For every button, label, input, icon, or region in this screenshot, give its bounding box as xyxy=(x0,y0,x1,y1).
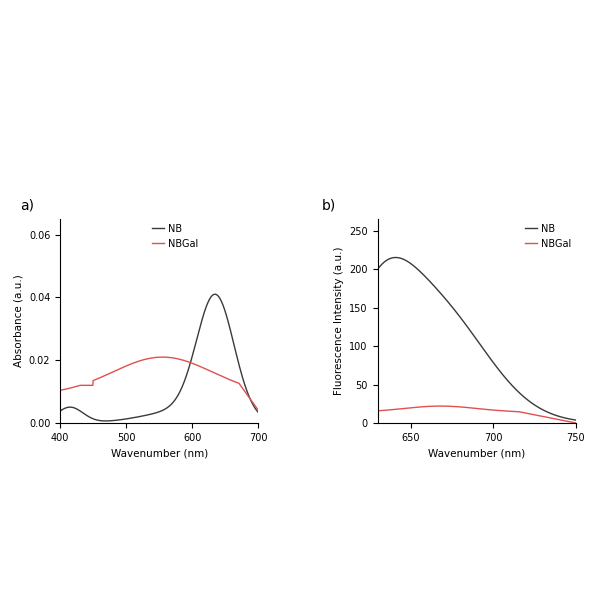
NB xyxy=(92,416,99,423)
NB xyxy=(374,266,381,273)
Line: NB: NB xyxy=(60,294,259,421)
X-axis label: Wavenumber (nm): Wavenumber (nm) xyxy=(428,448,526,458)
Legend: NB, NBGal: NB, NBGal xyxy=(521,220,575,253)
NBGal xyxy=(92,376,99,383)
Line: NB: NB xyxy=(377,257,576,420)
NBGal xyxy=(56,387,64,394)
NBGal xyxy=(374,407,381,415)
NBGal xyxy=(437,403,444,410)
NBGal xyxy=(189,360,196,367)
NBGal xyxy=(206,367,214,374)
NBGal xyxy=(159,353,166,361)
NB xyxy=(392,254,400,261)
NB xyxy=(173,393,181,400)
NBGal xyxy=(173,355,181,362)
NBGal xyxy=(572,419,580,427)
NB xyxy=(211,290,218,298)
NBGal xyxy=(469,404,476,412)
NB xyxy=(146,411,154,418)
NB xyxy=(482,348,489,355)
NB xyxy=(255,409,262,416)
NB xyxy=(537,405,544,412)
NBGal xyxy=(146,355,154,362)
Text: b): b) xyxy=(322,199,336,212)
Text: a): a) xyxy=(20,199,34,212)
Y-axis label: Fluorescence Intensity (a.u.): Fluorescence Intensity (a.u.) xyxy=(334,247,344,395)
NB xyxy=(568,416,575,423)
X-axis label: Wavenumber (nm): Wavenumber (nm) xyxy=(110,448,208,458)
NBGal xyxy=(255,407,262,414)
NB xyxy=(56,407,64,415)
NB xyxy=(108,417,115,424)
Y-axis label: Absorbance (a.u.): Absorbance (a.u.) xyxy=(13,275,23,367)
NBGal xyxy=(107,369,115,376)
NBGal xyxy=(568,419,575,426)
Line: NBGal: NBGal xyxy=(60,357,259,410)
NB xyxy=(189,350,196,358)
Line: NBGal: NBGal xyxy=(377,406,576,423)
NB xyxy=(102,418,109,425)
NBGal xyxy=(482,406,489,413)
NBGal xyxy=(537,412,544,419)
Legend: NB, NBGal: NB, NBGal xyxy=(148,220,202,253)
NB xyxy=(572,416,580,424)
NBGal xyxy=(493,407,500,414)
NB xyxy=(493,362,500,370)
NB xyxy=(206,295,214,302)
NB xyxy=(470,331,477,338)
NBGal xyxy=(470,404,477,412)
NB xyxy=(469,330,476,337)
